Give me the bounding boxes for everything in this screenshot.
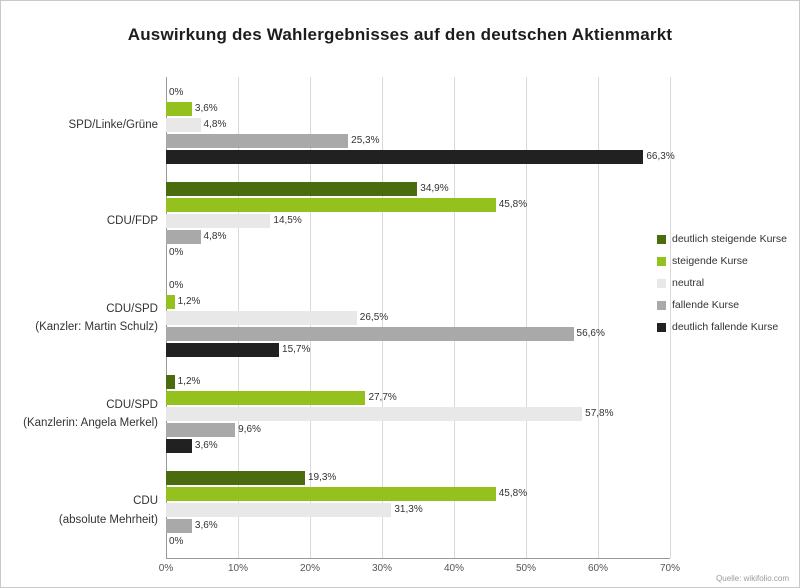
bar-value-label: 0% [169,535,184,547]
bar-value-label: 45,8% [498,487,528,499]
bar-group: 0% 1,2% 26,5% 56,6% 15,7% [166,269,670,365]
bar-value-label: 19,3% [307,471,337,483]
category-label: CDU/SPD (Kanzlerin: Angela Merkel) [23,399,158,430]
x-tick-label: 40% [443,563,465,574]
bar-segment: 57,8% [166,406,614,421]
bar-segment: 26,5% [166,310,388,325]
x-tick-label: 20% [299,563,321,574]
chart-rows: 0% 3,6% 4,8% 25,3% 66,3% 34,9% 45,8% 14,5% 4,8% 0… [166,77,675,558]
bar-segment: 45,8% [166,486,527,501]
bar-value-label: 27,7% [368,391,397,403]
bar-value-label: 31,3% [394,503,423,515]
bar-segment: 19,3% [166,470,336,485]
legend-label: deutlich fallende Kurse [672,321,779,333]
bar-value-label: 0% [169,87,184,99]
gridline [454,77,455,558]
gridline [670,77,671,558]
bar-value-label: 57,8% [585,407,614,419]
legend-item: deutlich fallende Kurse [657,321,787,333]
bar-value-label: 45,8% [498,199,528,211]
bar-group: 0% 3,6% 4,8% 25,3% 66,3% [166,77,675,173]
bar-value-label: 4,8% [203,231,227,243]
legend: deutlich steigende Kurse steigende Kurse n… [657,233,787,343]
bar-value-label: 14,5% [273,215,302,227]
legend-label: steigende Kurse [672,255,748,267]
gridline [382,77,383,558]
bar-segment: 9,6% [166,422,261,437]
bar-value-label: 1,2% [177,375,201,387]
legend-label: neutral [672,277,705,289]
bar-segment: 4,8% [166,230,226,245]
bar-segment: 3,6% [166,518,218,533]
legend-item: fallende Kurse [657,299,787,311]
bar-value-label: 66,3% [646,151,675,163]
legend-swatch-icon [657,234,666,244]
y-axis-labels: SPD/Linke/Grüne CDU/FDP CDU/SPD (Kanzler: M… [1,77,158,559]
gridline [526,77,527,558]
bar-group: 1,2% 27,7% 57,8% 9,6% 3,6% [166,366,670,462]
source-credit: Quelle: wikifolio.com [716,574,789,583]
bar-value-label: 3,6% [194,439,218,451]
bar-segment: 15,7% [166,342,310,357]
bar-group: 34,9% 45,8% 14,5% 4,8% 0% [166,173,670,269]
x-tick-label: 30% [371,563,393,574]
bar-value-label: 4,8% [203,119,227,131]
bar-value-label: 26,5% [359,311,389,323]
bar-segment: 1,2% [166,374,200,389]
bar-segment: 25,3% [166,134,380,149]
legend-item: steigende Kurse [657,255,787,267]
bar-value-label: 9,6% [238,423,261,435]
gridline [598,77,599,558]
bar-value-label: 1,2% [177,295,201,307]
bar-value-label: 3,6% [194,519,218,531]
legend-item: neutral [657,277,787,289]
bar-value-label: 0% [169,247,184,259]
bar-segment: 45,8% [166,198,527,213]
bar-value-label: 56,6% [576,327,605,339]
x-tick-label: 70% [659,563,681,574]
legend-item: deutlich steigende Kurse [657,233,787,245]
chart-title: Auswirkung des Wahlergebnisses auf den d… [127,25,673,44]
bar-value-label: 34,9% [420,183,449,195]
legend-label: deutlich steigende Kurse [672,233,787,245]
category-label: CDU/SPD (Kanzler: Martin Schulz) [35,302,158,334]
bar-value-label: 0% [169,279,184,291]
bar-segment: 14,5% [166,214,302,229]
legend-swatch-icon [657,300,666,310]
bar-segment: 66,3% [166,150,675,165]
category-label: CDU/FDP [106,215,158,228]
x-tick-label: 60% [587,563,609,574]
legend-label: fallende Kurse [672,299,740,311]
bar-segment: 3,6% [166,102,218,117]
bar-segment: 27,7% [166,390,397,405]
category-label: CDU (absolute Mehrheit) [58,495,158,526]
plot-area: 0% 3,6% 4,8% 25,3% 66,3% 34,9% 45,8% 14,5% 4,8% 0… [166,77,675,559]
bar-segment: 31,3% [166,502,423,517]
bar-value-label: 15,7% [282,343,311,355]
bar-group: 19,3% 45,8% 31,3% 3,6% 0% [166,462,670,558]
legend-swatch-icon [657,278,666,288]
bar-segment: 56,6% [166,326,605,341]
legend-swatch-icon [657,256,666,266]
bar-segment: 3,6% [166,438,218,453]
bar-segment: 4,8% [166,118,226,133]
x-tick-label: 0% [158,563,174,574]
legend-swatch-icon [657,322,666,332]
bar-value-label: 25,3% [351,135,380,147]
category-label: SPD/Linke/Grüne [68,119,159,131]
bar-segment: 1,2% [166,294,200,309]
x-axis: 0% 10% 20% 30% 40% 50% 60% 70% [159,563,680,577]
bar-segment: 34,9% [166,182,449,197]
x-tick-label: 10% [227,563,249,574]
x-tick-label: 50% [515,563,537,574]
bar-value-label: 3,6% [194,103,218,115]
